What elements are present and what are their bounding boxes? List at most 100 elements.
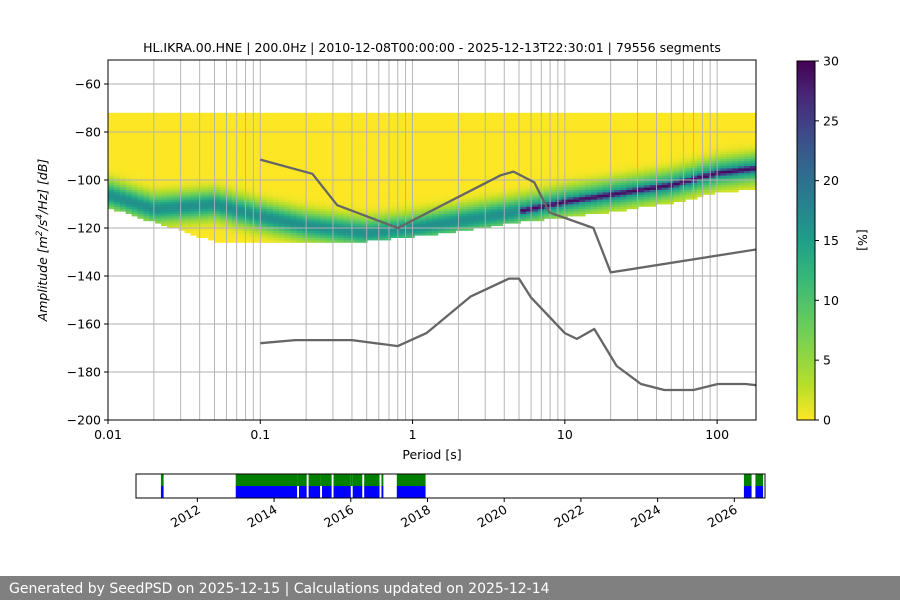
heatmap-cell (685, 151, 692, 154)
heatmap-cell (473, 194, 480, 198)
heatmap-cell (591, 156, 598, 159)
heatmap-cell (378, 136, 386, 140)
heatmap-cell (184, 216, 191, 219)
heatmap-cell (426, 163, 433, 166)
heatmap-cell (485, 204, 492, 207)
heatmap-cell (314, 141, 321, 145)
heatmap-cell (172, 117, 180, 121)
heatmap-cell (231, 165, 238, 169)
heatmap-cell (249, 168, 256, 171)
heatmap-cell (508, 158, 515, 162)
heatmap-cell (626, 160, 633, 164)
heatmap-cell (302, 129, 309, 133)
heatmap-cell (361, 134, 368, 138)
heatmap-cell (149, 211, 156, 214)
heatmap-cell (278, 199, 286, 202)
heatmap-cell (479, 213, 486, 217)
heatmap-cell (626, 196, 633, 200)
heatmap-cell (596, 170, 604, 174)
heatmap-cell (261, 196, 268, 200)
heatmap-cell (343, 151, 350, 154)
heatmap-cell (555, 172, 562, 176)
heatmap-cell (166, 165, 174, 169)
heatmap-cell (638, 141, 645, 145)
heatmap-cell (496, 196, 504, 200)
heatmap-cell (602, 151, 610, 154)
heatmap-cell (325, 220, 333, 224)
heatmap-cell (367, 187, 374, 190)
heatmap-cell (508, 175, 515, 178)
heatmap-cell (520, 199, 527, 202)
heatmap-cell (591, 182, 598, 186)
heatmap-cell (514, 177, 521, 181)
heatmap-cell (449, 163, 456, 166)
heatmap-cell (726, 170, 733, 174)
heatmap-cell (284, 124, 292, 128)
heatmap-cell (231, 168, 238, 171)
heatmap-cell (485, 172, 492, 176)
heatmap-cell (614, 120, 621, 123)
heatmap-cell (172, 201, 180, 205)
heatmap-cell (691, 148, 698, 152)
heatmap-cell (585, 132, 592, 135)
heatmap-cell (384, 117, 392, 121)
heatmap-cell (155, 115, 162, 118)
heatmap-cell (420, 117, 427, 121)
heatmap-cell (496, 153, 504, 157)
heatmap-cell (284, 141, 292, 145)
heatmap-cell (543, 158, 551, 162)
heatmap-cell (673, 172, 680, 176)
heatmap-cell (349, 132, 356, 135)
heatmap-cell (508, 122, 515, 126)
heatmap-cell (290, 120, 297, 123)
heatmap-cell (585, 165, 592, 169)
heatmap-cell (449, 151, 456, 154)
heatmap-cell (284, 201, 292, 205)
heatmap-cell (137, 153, 144, 157)
heatmap-cell (267, 112, 274, 116)
heatmap-cell (496, 132, 504, 135)
heatmap-cell (390, 156, 398, 159)
heatmap-cell (614, 144, 621, 147)
heatmap-cell (573, 151, 580, 154)
heatmap-cell (355, 153, 362, 157)
heatmap-cell (373, 168, 380, 171)
heatmap-cell (355, 184, 362, 188)
heatmap-cell (520, 218, 527, 222)
heatmap-cell (526, 144, 533, 147)
heatmap-cell (367, 182, 374, 186)
heatmap-cell (608, 206, 616, 210)
heatmap-cell (231, 213, 238, 217)
heatmap-cell (514, 158, 521, 162)
heatmap-cell (261, 220, 268, 224)
heatmap-cell (649, 112, 657, 116)
heatmap-cell (155, 177, 162, 181)
heatmap-cell (396, 211, 403, 214)
heatmap-cell (437, 225, 445, 229)
heatmap-cell (714, 139, 722, 142)
heatmap-cell (267, 151, 274, 154)
heatmap-cell (349, 218, 356, 222)
heatmap-cell (720, 184, 727, 188)
heatmap-cell (267, 216, 274, 219)
heatmap-cell (443, 160, 451, 164)
heatmap-cell (626, 199, 633, 202)
heatmap-cell (149, 120, 156, 123)
heatmap-cell (125, 170, 132, 174)
heatmap-cell (290, 153, 297, 157)
heatmap-cell (325, 122, 333, 126)
heatmap-cell (655, 184, 663, 188)
heatmap-cell (626, 112, 633, 116)
heatmap-cell (644, 120, 651, 123)
heatmap-cell (502, 127, 509, 130)
heatmap-cell (543, 211, 551, 214)
heatmap-cell (296, 160, 303, 164)
heatmap-cell (202, 127, 209, 130)
heatmap-cell (697, 129, 704, 133)
heatmap-cell (443, 136, 451, 140)
heatmap-cell (602, 156, 610, 159)
heatmap-cell (426, 204, 433, 207)
heatmap-cell (414, 218, 421, 222)
heatmap-cell (514, 139, 521, 142)
heatmap-cell (143, 201, 150, 205)
